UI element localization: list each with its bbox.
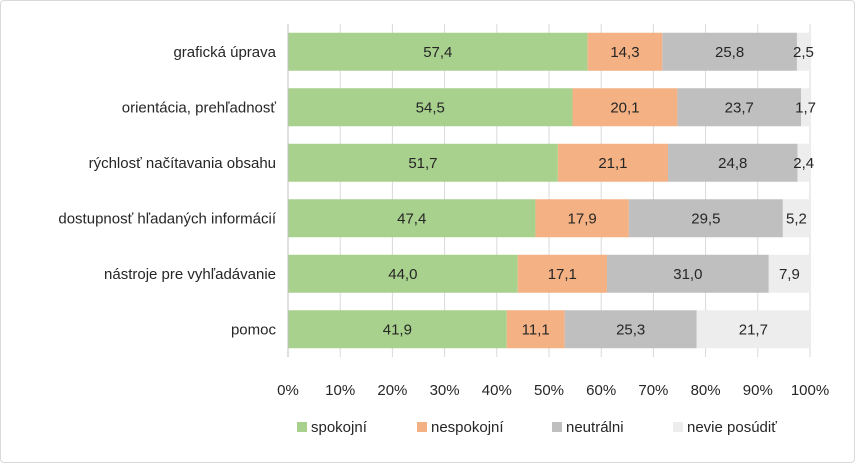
bar-segment — [801, 88, 810, 127]
bar-segment — [517, 254, 607, 293]
x-tick-label: 0% — [277, 382, 299, 399]
data-label: 2,4 — [793, 155, 814, 172]
bar-segment — [288, 32, 588, 71]
x-tick-label: 60% — [586, 382, 616, 399]
bars: 57,4 14,3 25,8 2,5 54,5 20,1 23,7 1,7 51,7 21,1 24… — [288, 32, 816, 349]
legend-label: spokojní — [311, 419, 368, 436]
data-label: 17,9 — [568, 210, 597, 227]
bar-segment — [587, 32, 663, 71]
data-label: 17,1 — [548, 266, 577, 283]
legend-swatch — [417, 422, 427, 432]
bar-segment — [535, 199, 629, 238]
data-label: 51,7 — [408, 155, 437, 172]
data-label: 25,3 — [616, 321, 645, 338]
x-tick-label: 90% — [743, 382, 773, 399]
data-label: 14,3 — [610, 44, 639, 61]
x-tick-label: 80% — [691, 382, 721, 399]
bar-segment — [606, 254, 769, 293]
data-label: 47,4 — [397, 210, 426, 227]
legend-swatch — [552, 422, 562, 432]
bar-segment — [696, 310, 810, 349]
x-tick-label: 50% — [534, 382, 564, 399]
gridlines — [287, 24, 811, 357]
legend-label: nevie posúdiť — [687, 419, 777, 436]
x-tick-label: 30% — [430, 382, 460, 399]
bar-segment — [797, 143, 810, 182]
data-label: 11,1 — [522, 321, 550, 338]
bar-segment — [782, 199, 810, 238]
category-label: grafická úprava — [173, 44, 276, 61]
bar-segment — [677, 88, 802, 127]
category-labels: grafická úprava orientácia, prehľadnosť rý… — [58, 44, 276, 339]
bar-segment — [796, 32, 810, 71]
data-label: 24,8 — [718, 155, 747, 172]
legend-swatch — [673, 422, 683, 432]
data-label: 1,7 — [795, 99, 816, 116]
bar-segment — [288, 310, 507, 349]
data-label: 29,5 — [691, 210, 720, 227]
data-label: 5,2 — [786, 210, 807, 227]
data-label: 54,5 — [416, 99, 445, 116]
bar-segment — [662, 32, 797, 71]
category-label: pomoc — [231, 321, 277, 338]
legend-swatch — [297, 422, 307, 432]
x-tick-label: 20% — [377, 382, 407, 399]
data-label: 44,0 — [388, 266, 417, 283]
bar-segment — [768, 254, 810, 293]
x-tick-label: 40% — [482, 382, 512, 399]
bar-segment — [288, 199, 536, 238]
x-tick-label: 100% — [791, 382, 829, 399]
bar-segment — [572, 88, 678, 127]
data-label: 21,1 — [598, 155, 627, 172]
data-label: 25,8 — [715, 44, 744, 61]
category-label: dostupnosť hľadaných informácií — [58, 210, 276, 227]
bar-segment — [288, 143, 558, 182]
category-label: orientácia, prehľadnosť — [122, 99, 277, 116]
bar-segment — [628, 199, 783, 238]
data-label: 20,1 — [610, 99, 639, 116]
legend: spokojní nespokojní neutrálni nevie posúdiť — [297, 419, 777, 436]
x-tick-label: 10% — [325, 382, 355, 399]
bar-segment — [288, 254, 518, 293]
data-label: 57,4 — [423, 44, 452, 61]
category-label: nástroje pre vyhľadávanie — [104, 266, 276, 283]
x-tick-label: 70% — [638, 382, 668, 399]
bar-segment — [506, 310, 565, 349]
legend-label: neutrálni — [566, 419, 624, 436]
bar-segment — [288, 88, 573, 127]
data-label: 23,7 — [725, 99, 754, 116]
data-label: 31,0 — [673, 266, 702, 283]
bar-segment — [557, 143, 669, 182]
data-label: 21,7 — [739, 321, 768, 338]
bar-segment — [668, 143, 798, 182]
x-axis: 0% 10% 20% 30% 40% 50% 60% 70% 80% 90% 100% — [277, 24, 829, 399]
data-label: 41,9 — [383, 321, 412, 338]
data-label: 2,5 — [793, 44, 814, 61]
bar-segment — [564, 310, 697, 349]
data-label: 7,9 — [779, 266, 800, 283]
legend-label: nespokojní — [431, 419, 504, 436]
category-label: rýchlosť načítavania obsahu — [89, 155, 276, 172]
